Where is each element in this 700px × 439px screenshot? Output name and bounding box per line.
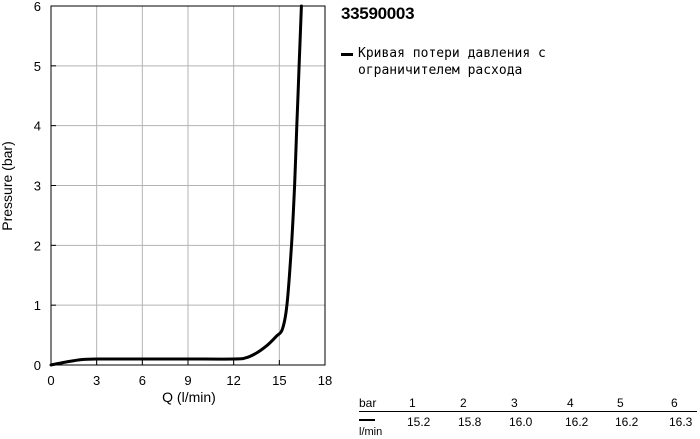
table-bar-value: 3 [511,396,518,410]
legend: Кривая потери давления с ограничителем р… [341,45,641,79]
y-axis-label: Pressure (bar) [0,141,15,230]
table-lmin-value: 16.0 [509,415,533,429]
x-tick-label: 3 [93,373,100,388]
y-tick-label: 4 [34,119,41,134]
table-unit-bar: bar [359,396,377,410]
table-bar-value: 5 [617,396,624,410]
y-tick-label: 1 [34,298,41,313]
y-tick-label: 2 [34,238,41,253]
table-bar-value: 2 [460,396,467,410]
table-lmin-value: 15.2 [407,415,431,429]
table-lmin-value: 16.2 [565,415,589,429]
flow-pressure-table: bar l/min 1 2 3 4 5 6 15.2 15.8 16.0 16.2 16.2 16.3 [359,396,699,439]
x-axis-label: Q (l/min) [162,389,216,405]
table-lmin-value: 15.8 [458,415,482,429]
x-tick-label: 6 [139,373,146,388]
x-tick-label: 12 [226,373,240,388]
legend-line-swatch [341,53,353,56]
grid-lines [50,5,326,366]
product-code: 33590003 [341,4,415,23]
table-unit-lmin: l/min [359,426,383,438]
y-tick-label: 5 [34,59,41,74]
x-tick-label: 18 [318,373,332,388]
table-lmin-value: 16.3 [669,415,693,429]
table-bar-value: 6 [671,396,678,410]
legend-label: Кривая потери давления с ограничителем р… [358,46,546,78]
pressure-loss-curve [49,4,303,367]
x-tick-label: 0 [47,373,54,388]
table-bar-value: 4 [567,396,574,410]
x-tick-label: 9 [184,373,191,388]
y-tick-label: 3 [34,179,41,194]
plot-frame [50,5,326,366]
y-tick-label: 0 [34,358,41,373]
table-bar-value: 1 [409,396,416,410]
x-tick-label: 15 [272,373,286,388]
table-divider [359,411,697,412]
table-line-swatch [359,419,375,421]
y-tick-label: 6 [34,0,41,14]
table-lmin-value: 16.2 [615,415,639,429]
